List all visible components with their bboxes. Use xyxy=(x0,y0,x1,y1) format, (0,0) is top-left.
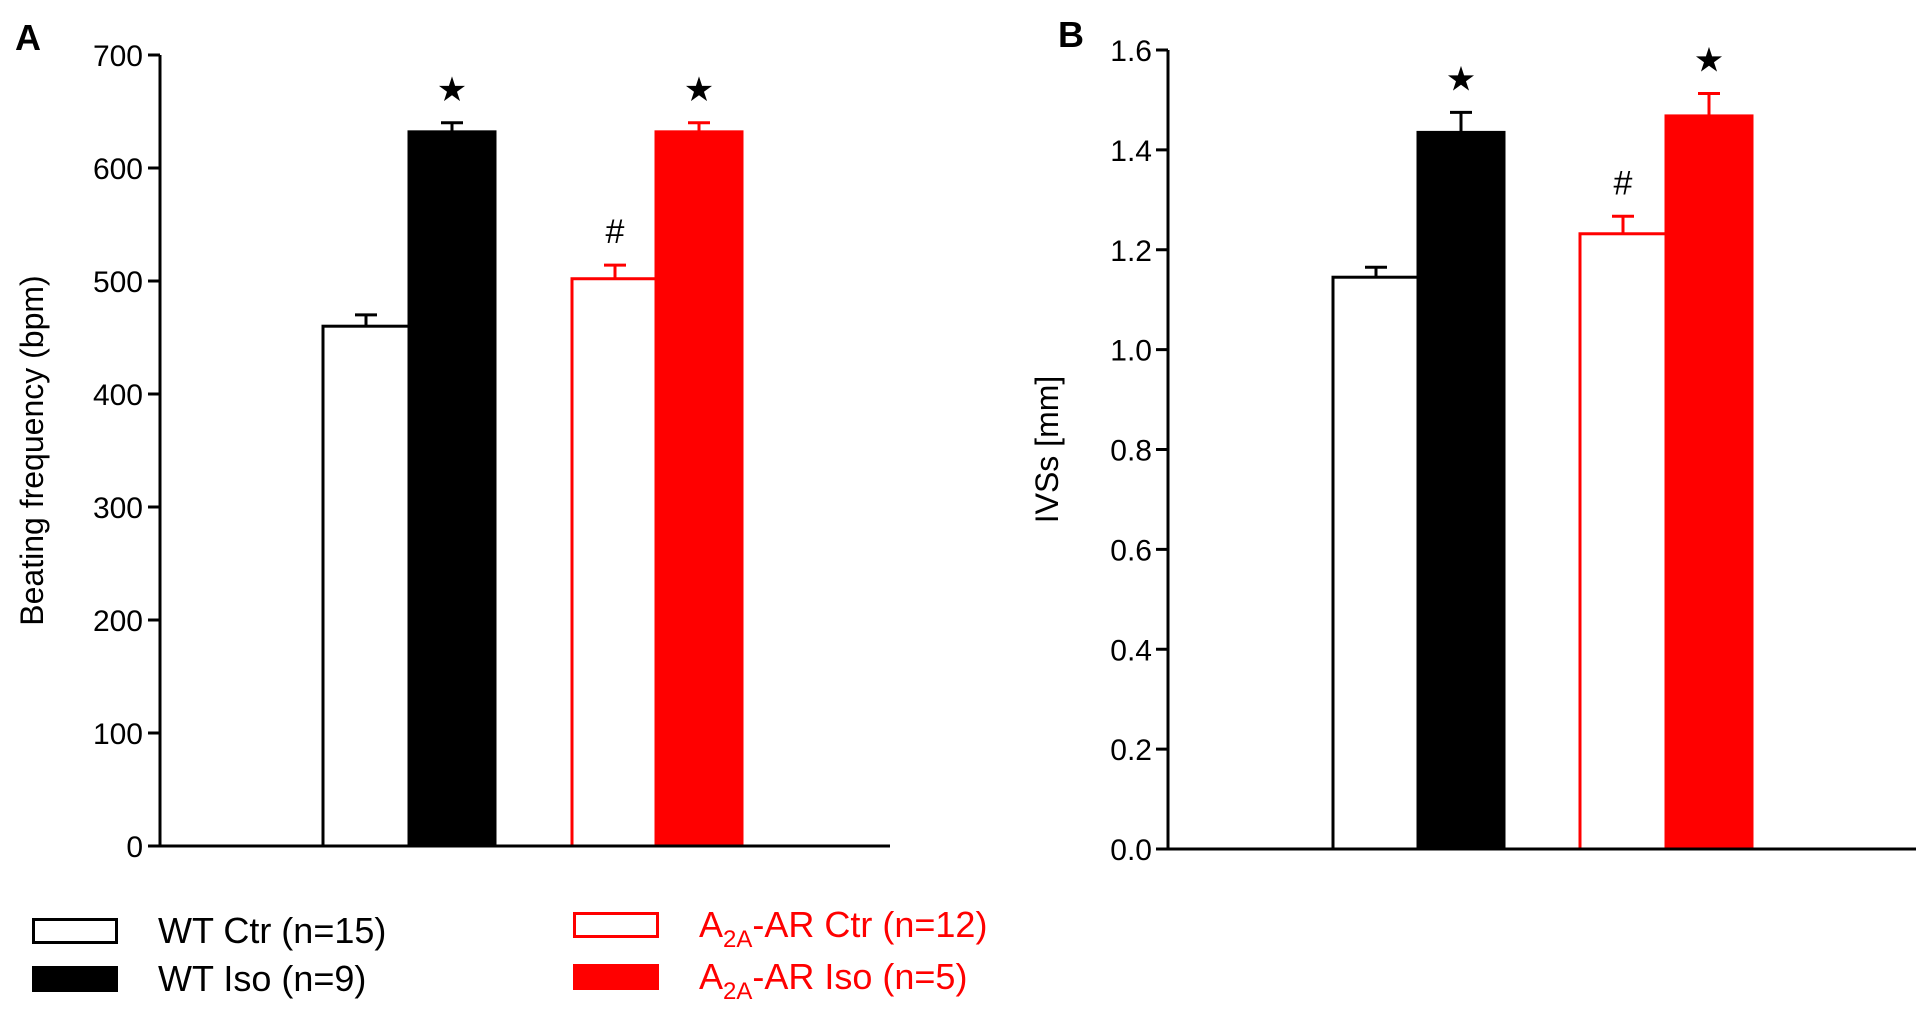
legend-item-a2a-ctr: A2A-AR Ctr (n=12) xyxy=(573,902,988,953)
panel-a-ytick-label: 500 xyxy=(93,266,143,299)
legend-item-a2a-iso: A2A-AR Iso (n=5) xyxy=(573,954,968,1005)
panel-b-ytick-label: 0.2 xyxy=(1110,734,1152,767)
legend: WT Ctr (n=15) WT Iso (n=9) A2A-AR Ctr (n… xyxy=(0,900,1930,1012)
panel-a-bar-3 xyxy=(570,277,660,848)
legend-swatch-wt-ctr xyxy=(32,918,118,944)
legend-item-wt-iso: WT Iso (n=9) xyxy=(32,956,366,1002)
panel-b-y-axis-label: IVSs [mm] xyxy=(1029,376,1065,524)
legend-item-wt-ctr: WT Ctr (n=15) xyxy=(32,908,386,954)
panel-a-ytick-label: 200 xyxy=(93,605,143,638)
panel-b-significance-mark: # xyxy=(1614,164,1633,202)
legend-swatch-a2a-ctr xyxy=(573,912,659,938)
legend-swatch-a2a-iso xyxy=(573,964,659,990)
panel-a-bar-4 xyxy=(654,130,744,848)
panel-b-ytick-label: 1.0 xyxy=(1110,335,1152,368)
panel-b-bar-4 xyxy=(1664,114,1754,851)
panel-a-ytick-label: 400 xyxy=(93,379,143,412)
panel-b-ytick-label: 0.6 xyxy=(1110,534,1152,567)
panel-a-label: A xyxy=(15,17,41,58)
panel-b-ytick-label: 1.2 xyxy=(1110,235,1152,268)
panel-b-bar-1 xyxy=(1331,275,1421,851)
panel-a-ytick-label: 300 xyxy=(93,492,143,525)
panel-a-ytick-label: 0 xyxy=(126,831,143,864)
panel-b-ytick-label: 0.8 xyxy=(1110,435,1152,468)
legend-label-a2a-ctr: A2A-AR Ctr (n=12) xyxy=(699,904,988,953)
panel-a-significance-mark: ★ xyxy=(684,71,714,109)
panel-b-ytick-label: 0.4 xyxy=(1110,634,1152,667)
panel-b-bar-2 xyxy=(1416,130,1506,851)
panel-b-ytick-label: 1.4 xyxy=(1110,135,1152,168)
panel-b-significance-mark: ★ xyxy=(1446,60,1476,98)
panel-b-ytick-label: 1.6 xyxy=(1110,35,1152,68)
panel-a-bar-2 xyxy=(407,130,497,848)
panel-a-ytick-label: 700 xyxy=(93,40,143,73)
legend-label-a2a-iso: A2A-AR Iso (n=5) xyxy=(699,956,968,1005)
legend-label-wt-iso: WT Iso (n=9) xyxy=(158,958,367,999)
panel-b-significance-mark: ★ xyxy=(1694,41,1724,79)
panel-b-bar-3 xyxy=(1578,232,1668,851)
legend-label-wt-ctr: WT Ctr (n=15) xyxy=(158,910,387,951)
panel-a-significance-mark: # xyxy=(606,213,625,251)
panel-a-bar-1 xyxy=(321,324,411,848)
panel-b-label: B xyxy=(1058,14,1084,55)
panel-a-ytick-label: 600 xyxy=(93,153,143,186)
panel-a-significance-mark: ★ xyxy=(437,71,467,109)
panel-b-ytick-label: 0.0 xyxy=(1110,834,1152,867)
panel-a-ytick-label: 100 xyxy=(93,718,143,751)
panel-a-y-axis-label: Beating frequency (bpm) xyxy=(14,275,50,625)
legend-swatch-wt-iso xyxy=(32,966,118,992)
